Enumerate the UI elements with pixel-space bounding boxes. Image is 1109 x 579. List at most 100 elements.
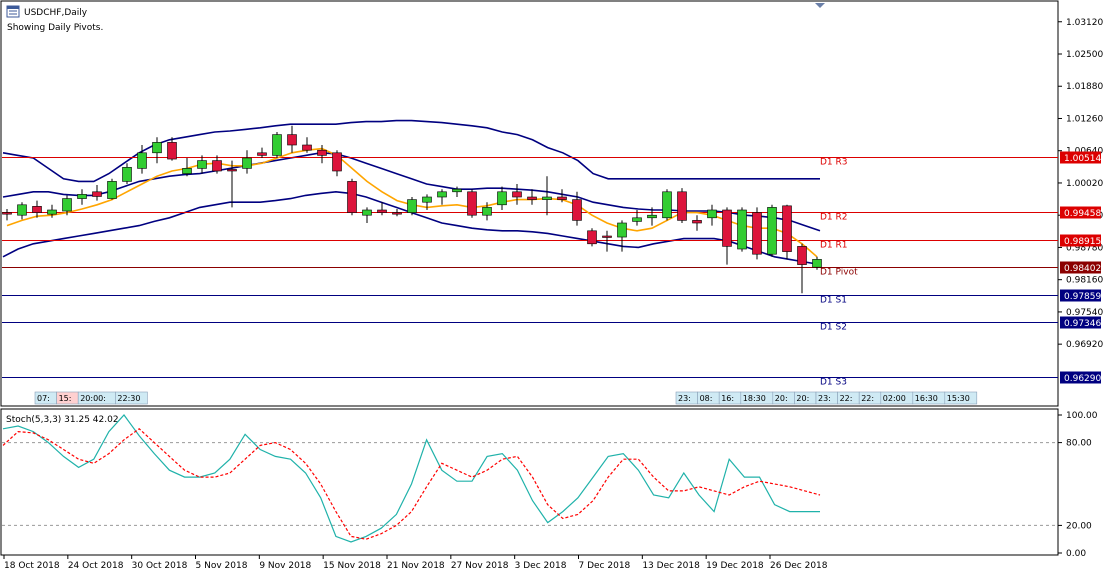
session-marker: 15:30 xyxy=(944,391,978,405)
session-marker: 15: xyxy=(56,391,79,405)
candle xyxy=(722,207,732,265)
session-marker: 16:30 xyxy=(912,391,946,405)
chart-header: USDCHF,Daily Showing Daily Pivots. xyxy=(6,5,103,33)
candle-body xyxy=(152,142,162,154)
candle-body xyxy=(707,209,717,219)
candle-body xyxy=(392,212,402,215)
candle xyxy=(287,125,297,153)
candle-body xyxy=(437,191,447,198)
candle xyxy=(482,202,492,221)
candle xyxy=(557,189,567,203)
level-tag-value: 0.97859 xyxy=(1064,292,1101,302)
session-marker-label: 20: xyxy=(796,394,809,403)
candle-body xyxy=(647,214,657,219)
session-marker: 08: xyxy=(697,391,720,405)
candle xyxy=(167,137,177,161)
price-tick-label: 1.03120 xyxy=(1066,18,1103,28)
session-marker-label: 16: xyxy=(721,394,734,403)
date-tick-label: 3 Dec 2018 xyxy=(515,561,567,571)
candle-body xyxy=(17,204,27,216)
candle xyxy=(257,147,267,158)
stochastic-tick-label: 100.00 xyxy=(1066,411,1098,421)
stochastic-tick-label: 80.00 xyxy=(1066,439,1092,449)
level-tag-bg xyxy=(1060,316,1101,329)
candle-body xyxy=(377,209,387,213)
candle xyxy=(737,207,747,252)
session-marker: 18:30 xyxy=(740,391,774,405)
candle-body xyxy=(557,196,567,200)
candle xyxy=(692,215,702,231)
session-marker: 23: xyxy=(675,391,698,405)
session-marker: 07: xyxy=(34,391,57,405)
level-name-d1-r1: D1 R1 xyxy=(820,241,848,251)
date-tick-label: 21 Nov 2018 xyxy=(387,561,445,571)
candle-body xyxy=(782,205,792,252)
price-tick-label: 1.01880 xyxy=(1066,82,1103,92)
candle xyxy=(422,194,432,210)
candle xyxy=(32,200,42,218)
candle xyxy=(317,145,327,164)
candle-body xyxy=(257,152,267,156)
price-panel-frame xyxy=(0,0,1059,407)
level-tag-bg xyxy=(1060,151,1101,164)
chart-shift-marker-icon[interactable] xyxy=(815,3,825,8)
candle-body xyxy=(632,217,642,222)
session-marker: 16: xyxy=(718,391,742,405)
stochastic-panel-frame xyxy=(0,408,1059,556)
price-tick-label: 0.97540 xyxy=(1066,308,1103,318)
session-marker: 20: xyxy=(772,391,795,405)
candle-body xyxy=(452,188,462,193)
candle xyxy=(767,204,777,257)
candle-body xyxy=(77,194,87,199)
date-tick-label: 18 Oct 2018 xyxy=(4,561,60,571)
session-marker-label: 20: xyxy=(775,394,788,403)
session-marker-box xyxy=(115,391,148,405)
level-tag-value: 0.97346 xyxy=(1064,319,1101,329)
candle-body xyxy=(422,196,432,203)
candle-body xyxy=(107,181,117,199)
session-marker: 23: xyxy=(815,391,838,405)
stochastic-tick-label: 20.00 xyxy=(1066,521,1092,531)
candle xyxy=(17,202,27,220)
candle xyxy=(497,186,507,210)
level-name-d1-r3: D1 R3 xyxy=(820,158,848,168)
candle-body xyxy=(692,220,702,224)
session-marker-label: 23: xyxy=(678,394,691,403)
pivot-level-tags: 1.00514 0.99458 0.98915 0.98402 0.97859 0.973… xyxy=(1060,151,1101,384)
level-tag-value: 0.96290 xyxy=(1064,374,1101,384)
session-marker: 22: xyxy=(858,391,882,405)
candle-body xyxy=(512,191,522,198)
candle xyxy=(632,210,642,226)
price-tick-label: 1.00020 xyxy=(1066,179,1103,189)
level-tag-value: 0.98915 xyxy=(1064,237,1101,247)
level-tag-bg xyxy=(1060,289,1101,302)
level-tag-value: 1.00514 xyxy=(1064,154,1101,164)
price-tick-label: 0.96920 xyxy=(1066,340,1103,350)
session-marker: 20: xyxy=(794,391,817,405)
stochastic-lines xyxy=(2,414,821,543)
candle xyxy=(797,243,807,294)
candle-body xyxy=(542,196,552,200)
candle-body xyxy=(137,152,147,169)
price-tick-label: 0.98780 xyxy=(1066,243,1103,253)
session-marker-label: 22:30 xyxy=(117,394,140,403)
candle-body xyxy=(752,212,762,255)
candle xyxy=(392,208,402,217)
candle xyxy=(107,178,117,200)
candle xyxy=(332,150,342,177)
candle-body xyxy=(617,222,627,238)
candle-body xyxy=(332,152,342,172)
price-tick-label: 1.02500 xyxy=(1066,50,1103,60)
session-marker-label: 20:00: xyxy=(80,394,106,403)
candle xyxy=(227,160,237,208)
candle-body xyxy=(2,212,12,215)
candle xyxy=(77,189,87,205)
candle xyxy=(377,202,387,216)
session-marker: 02:00 xyxy=(880,391,914,405)
candle-body xyxy=(62,198,72,212)
level-tag-bg xyxy=(1060,206,1101,219)
candle xyxy=(212,155,222,174)
candle xyxy=(152,137,162,164)
level-tag-value: 0.99458 xyxy=(1064,209,1101,219)
candle-body xyxy=(407,199,417,213)
